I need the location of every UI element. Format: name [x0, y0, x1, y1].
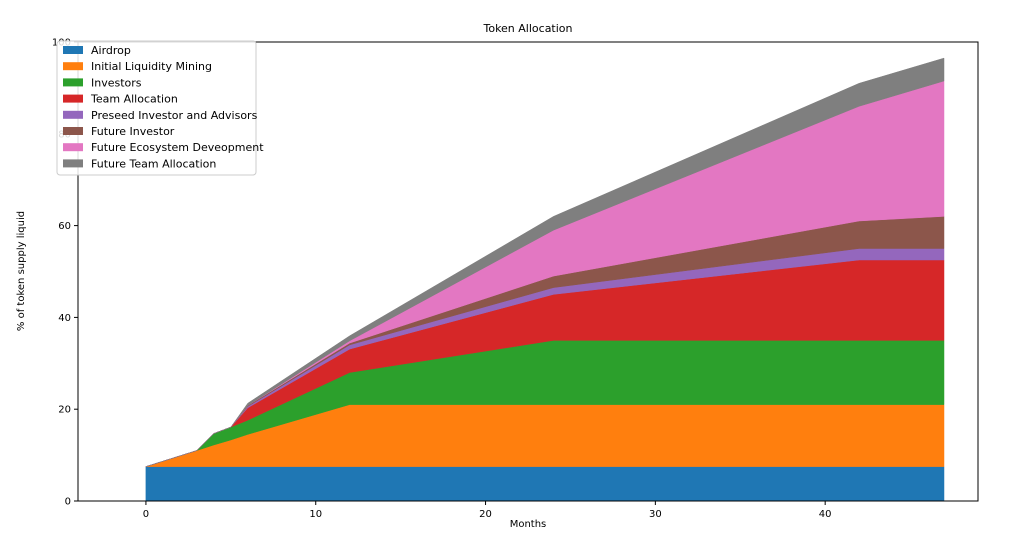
legend-swatch-investors: [63, 78, 83, 87]
y-tick-label: 0: [65, 497, 71, 508]
legend-swatch-airdrop: [63, 46, 83, 54]
y-axis-label: % of token supply liquid: [16, 211, 27, 331]
y-tick-label: 60: [58, 221, 71, 232]
legend-box: [56, 40, 257, 176]
plot-frame: [77, 41, 979, 502]
x-tick-label: 0: [143, 509, 149, 520]
legend-swatch-team-allocation: [63, 94, 83, 103]
legend-swatch-future-team-allocation: [63, 159, 83, 168]
legend-swatch-preseed-investor-and-advisors: [63, 110, 83, 119]
x-tick-label: 40: [819, 509, 832, 520]
legend-label-preseed-investor-and-advisors: Preseed Investor and Advisors: [91, 109, 258, 122]
legend-label-future-ecosystem-deveopment: Future Ecosystem Deveopment: [91, 141, 264, 154]
legend-label-investors: Investors: [91, 76, 142, 89]
area-future-team-allocation: [145, 57, 945, 467]
legend-label-future-team-allocation: Future Team Allocation: [91, 157, 216, 170]
area-airdrop: [145, 466, 945, 502]
x-tick-label: 10: [309, 509, 322, 520]
x-tick-label: 30: [649, 509, 662, 520]
legend: Airdrop Initial Liquidity Mining Investors…: [56, 40, 264, 176]
chart-title: Token Allocation: [482, 22, 572, 35]
y-tick-label: 20: [58, 405, 71, 416]
legend-label-airdrop: Airdrop: [91, 44, 131, 57]
area-layers: [145, 57, 945, 502]
legend-label-future-investor: Future Investor: [91, 125, 175, 138]
legend-swatch-initial-liquidity-mining: [63, 62, 83, 71]
legend-label-team-allocation: Team Allocation: [90, 93, 178, 106]
y-tick-label: 40: [58, 313, 71, 324]
legend-swatch-future-ecosystem-deveopment: [63, 143, 83, 152]
x-axis-ticks: 0 10 20 30 40: [143, 501, 832, 520]
x-tick-label: 20: [479, 509, 492, 520]
legend-swatch-future-investor: [63, 127, 83, 135]
x-axis-label: Months: [510, 519, 547, 530]
legend-label-initial-liquidity-mining: Initial Liquidity Mining: [91, 60, 212, 73]
